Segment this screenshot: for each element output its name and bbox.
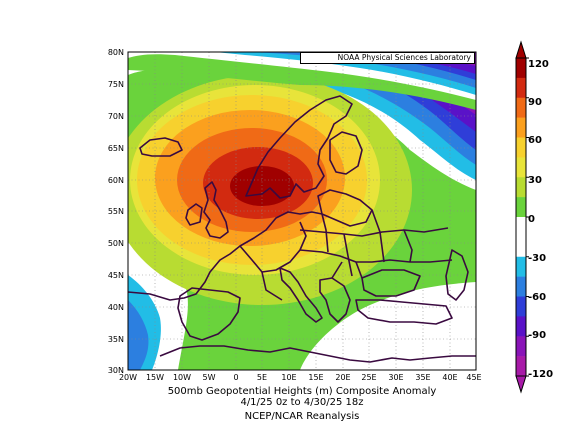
lat-label: 80N [108, 48, 124, 57]
lat-label: 45N [108, 271, 124, 280]
colorbar-segment [516, 217, 526, 238]
lat-label: 35N [108, 335, 124, 344]
colorbar-label: -120 [528, 369, 553, 380]
colorbar-arrow-top [515, 40, 527, 59]
lon-label: 20W [119, 373, 137, 382]
colorbar-segment [516, 97, 526, 118]
colorbar-label: 90 [528, 97, 542, 108]
colorbar-segment [516, 77, 526, 99]
lon-label: 15E [308, 373, 323, 382]
colorbar-label: 0 [528, 214, 535, 225]
lat-labels: 80N 75N 70N 65N 60N 55N 50N 45N 40N 35N … [108, 48, 124, 375]
colorbar-segment [516, 117, 526, 138]
colorbar-label: 120 [528, 59, 549, 70]
lon-label: 5E [257, 373, 267, 382]
colorbar-label: 30 [528, 175, 542, 186]
lon-label: 10E [281, 373, 296, 382]
credit-label: NOAA Physical Sciences Laboratory [300, 52, 475, 64]
colorbar-labels: 120 90 60 30 0 -30 -60 -90 -120 [528, 59, 553, 380]
lon-label: 35E [415, 373, 430, 382]
colorbar-label: -60 [528, 292, 546, 303]
lat-label: 60N [108, 176, 124, 185]
lon-label: 25E [361, 373, 376, 382]
colorbar-segment [516, 356, 526, 377]
colorbar-segment [516, 276, 526, 297]
lat-label: 75N [108, 80, 124, 89]
lon-label: 40E [442, 373, 457, 382]
lon-label: 30E [388, 373, 403, 382]
colorbar-segment [516, 256, 526, 277]
lat-label: 50N [108, 239, 124, 248]
colorbar-segment [516, 296, 526, 317]
colorbar-segment [516, 336, 526, 357]
lat-label: 40N [108, 303, 124, 312]
lat-label: 65N [108, 144, 124, 153]
colorbar-segment [516, 137, 526, 158]
lat-label: 70N [108, 112, 124, 121]
colorbar [515, 40, 529, 394]
caption-dates: 4/1/25 0z to 4/30/25 18z [240, 397, 364, 408]
colorbar-segment [516, 236, 526, 258]
colorbar-segment [516, 157, 526, 178]
lon-label: 10W [173, 373, 191, 382]
lon-label: 5W [203, 373, 216, 382]
colorbar-arrow-bottom [515, 375, 527, 394]
caption-source: NCEP/NCAR Reanalysis [244, 411, 360, 422]
lon-label: 20E [335, 373, 350, 382]
colorbar-segment [516, 316, 526, 337]
colorbar-label: 60 [528, 135, 542, 146]
lon-label: 0 [233, 373, 238, 382]
lon-label: 45E [466, 373, 481, 382]
coastlines [127, 95, 476, 363]
lon-label: 15W [146, 373, 164, 382]
colorbar-label: -30 [528, 253, 546, 264]
colorbar-segment [516, 197, 526, 218]
colorbar-segment [516, 177, 526, 198]
lat-label: 30N [108, 366, 124, 375]
colorbar-label: -90 [528, 330, 546, 341]
colorbar-segment [516, 58, 526, 79]
lat-label: 55N [108, 207, 124, 216]
caption-title: 500mb Geopotential Heights (m) Composite… [167, 386, 437, 397]
lon-labels: 20W 15W 10W 5W 0 5E 10E 15E 20E 25E 30E … [119, 373, 482, 382]
grid [128, 52, 476, 370]
